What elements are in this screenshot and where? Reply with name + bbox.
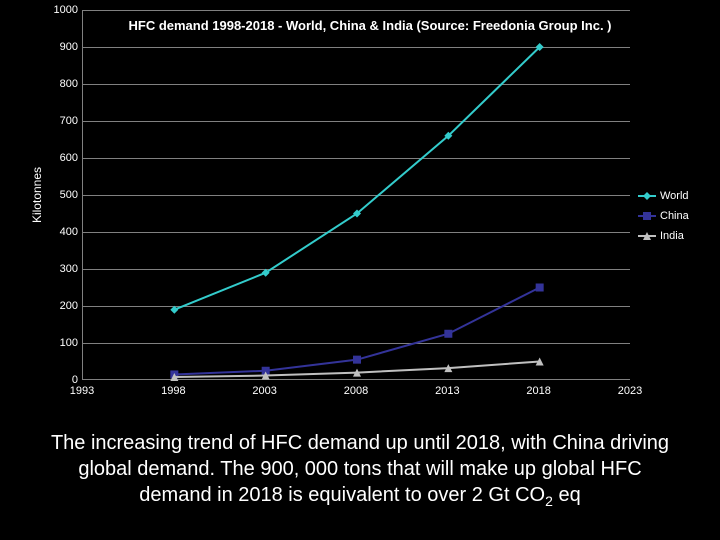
- x-tick-label: 1998: [161, 385, 185, 397]
- series-svg: [83, 10, 631, 380]
- legend-label: China: [660, 210, 689, 222]
- legend-marker-icon: [638, 231, 656, 241]
- y-axis-label: Kilotonnes: [30, 167, 44, 223]
- y-tick-label: 300: [48, 263, 78, 275]
- series-line-world: [174, 47, 539, 310]
- series-marker-china: [444, 330, 452, 338]
- y-tick-label: 400: [48, 226, 78, 238]
- y-tick-label: 900: [48, 41, 78, 53]
- chart-container: HFC demand 1998-2018 - World, China & In…: [20, 10, 700, 410]
- x-tick-label: 2003: [252, 385, 276, 397]
- x-tick-label: 2013: [435, 385, 459, 397]
- y-tick-label: 100: [48, 337, 78, 349]
- caption-subscript: 2: [545, 493, 553, 509]
- y-tick-label: 1000: [48, 4, 78, 16]
- x-tick-label: 2023: [618, 385, 642, 397]
- legend: World China India: [638, 190, 700, 250]
- y-tick-label: 700: [48, 115, 78, 127]
- series-marker-china: [353, 356, 361, 364]
- legend-marker-icon: [638, 211, 656, 221]
- series-marker-world: [170, 306, 178, 314]
- y-tick-label: 800: [48, 78, 78, 90]
- x-tick-label: 1993: [70, 385, 94, 397]
- x-tick-label: 2008: [344, 385, 368, 397]
- y-tick-label: 500: [48, 189, 78, 201]
- series-marker-china: [536, 284, 544, 292]
- legend-item-india: India: [638, 230, 700, 242]
- legend-item-china: China: [638, 210, 700, 222]
- legend-label: India: [660, 230, 684, 242]
- legend-marker-icon: [638, 191, 656, 201]
- y-tick-label: 600: [48, 152, 78, 164]
- y-tick-label: 200: [48, 300, 78, 312]
- plot-area: [82, 10, 630, 380]
- caption-text: The increasing trend of HFC demand up un…: [40, 430, 680, 510]
- legend-item-world: World: [638, 190, 700, 202]
- x-tick-label: 2018: [526, 385, 550, 397]
- legend-label: World: [660, 190, 689, 202]
